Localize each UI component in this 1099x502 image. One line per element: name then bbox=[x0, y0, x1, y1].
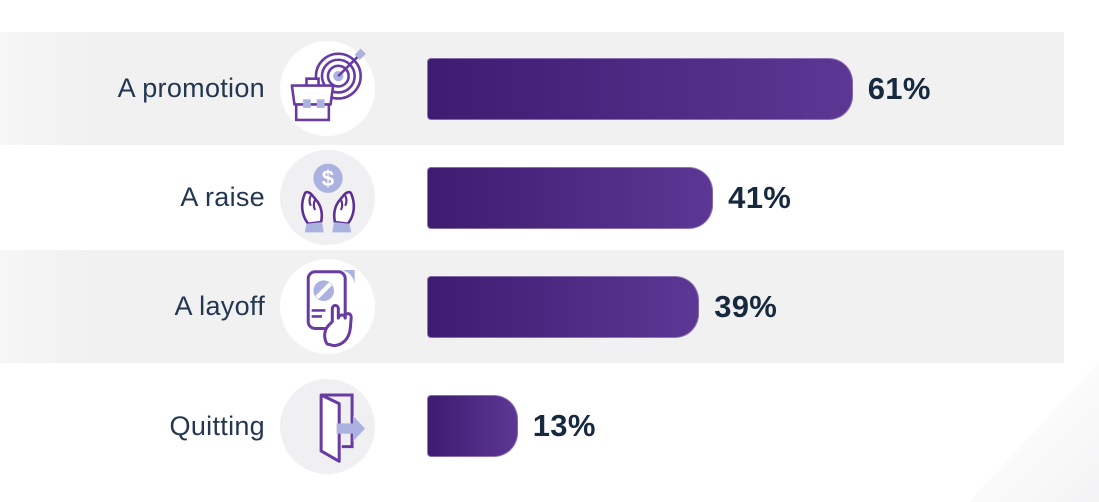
bar-track: 61% bbox=[427, 57, 1099, 120]
bar-track: 41% bbox=[427, 166, 1099, 229]
chart-row: A raise $ 41% bbox=[0, 145, 1099, 250]
category-label: Quitting bbox=[169, 410, 265, 441]
open-door-arrow-icon bbox=[319, 393, 365, 463]
icon-badge bbox=[280, 41, 375, 136]
hands-coin-icon: $ bbox=[300, 163, 355, 232]
bar-track: 13% bbox=[427, 395, 1099, 457]
chart-row: A layoff 39% bbox=[0, 250, 1099, 363]
briefcase-target-icon bbox=[290, 48, 366, 121]
icon-badge bbox=[280, 259, 375, 354]
icon-badge: $ bbox=[280, 150, 375, 245]
category-label: A raise bbox=[180, 182, 265, 212]
value-label: 39% bbox=[714, 288, 778, 324]
category-label: A layoff bbox=[174, 291, 265, 321]
chart-row: A promotion 61% bbox=[0, 32, 1099, 145]
category-label: A promotion bbox=[117, 73, 265, 103]
icon-badge bbox=[280, 378, 375, 474]
value-bar bbox=[427, 57, 853, 120]
value-label: 61% bbox=[867, 70, 931, 106]
value-bar bbox=[427, 275, 700, 338]
chart-row: Quitting 13% bbox=[0, 363, 1099, 489]
value-label: 41% bbox=[728, 179, 792, 215]
value-bar bbox=[427, 166, 714, 229]
bar-track: 39% bbox=[427, 275, 1099, 338]
svg-text:$: $ bbox=[321, 165, 334, 190]
value-label: 13% bbox=[532, 408, 596, 443]
pink-slip-hand-icon bbox=[306, 269, 355, 347]
value-bar bbox=[427, 395, 518, 457]
